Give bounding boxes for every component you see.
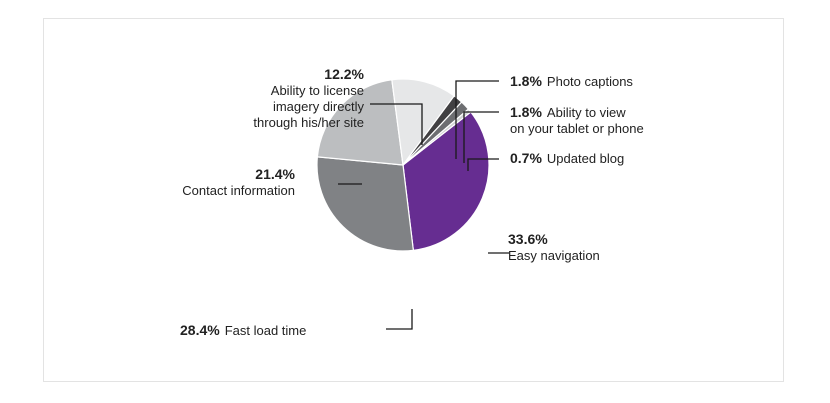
slice-label-easy-navigation: 33.6% Easy navigation	[508, 231, 600, 263]
leader-line-ability-to-license-imagery-directly-through-his-her-site	[370, 103, 423, 145]
pie-chart: 33.6% Easy navigation 28.4% Fast load time 2…	[180, 66, 644, 338]
slice-label-ability-to-view-on-your-tablet-or-phone: 1.8% Ability to view on your tablet or pho…	[510, 104, 644, 136]
pie-slice-fast-load-time	[316, 156, 415, 252]
slice-label-updated-blog: 0.7% Updated blog	[510, 150, 624, 166]
slice-label-contact-information: 21.4% Contact information	[182, 166, 295, 198]
pie-slice-ability-to-license-imagery-directly-through-his-her-site	[391, 78, 455, 167]
leader-line-updated-blog	[467, 158, 499, 171]
leader-line-fast-load-time	[386, 309, 413, 330]
leader-line-photo-captions	[455, 80, 499, 159]
pie-slice-easy-navigation	[402, 111, 490, 252]
leader-line-ability-to-view-on-your-tablet-or-phone	[463, 111, 499, 163]
slice-label-photo-captions: 1.8% Photo captions	[510, 73, 633, 89]
slice-label-fast-load-time: 28.4% Fast load time	[180, 322, 306, 338]
slice-label-ability-to-license-imagery-directly-through-his-her-site: 12.2% Ability to license imagery directly t…	[253, 66, 364, 130]
chart-card: 33.6% Easy navigation 28.4% Fast load time 2…	[43, 18, 784, 382]
pie-slice-contact-information	[316, 79, 404, 166]
